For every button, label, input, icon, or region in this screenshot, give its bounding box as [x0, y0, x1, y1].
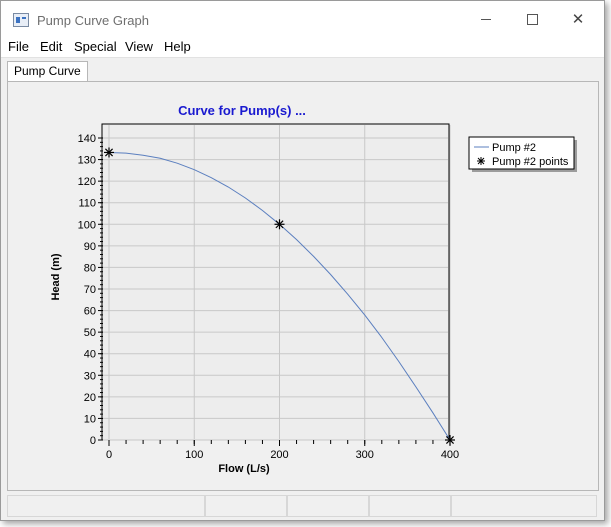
y-tick-label: 10	[84, 413, 96, 425]
x-tick-label: 100	[185, 449, 203, 461]
y-axis-ticks: 0 10 20 30 40 50 60 70 80 90 100 110 120 130 140	[78, 133, 103, 447]
menu-file[interactable]: File	[8, 39, 29, 54]
tab-strip: Pump Curve	[5, 61, 601, 82]
maximize-icon	[526, 13, 538, 25]
pump-curve-chart: Curve for Pump(s) ... 0 10 20 30 40 50 60 70 80 9…	[50, 103, 577, 475]
data-point-marker	[445, 435, 455, 445]
legend-asterisk-icon	[477, 157, 485, 165]
y-tick-label: 20	[84, 392, 96, 404]
y-tick-label: 70	[84, 284, 96, 296]
x-axis-ticks: 0 100 200 300 400	[106, 440, 459, 461]
x-tick-label: 300	[356, 449, 374, 461]
y-tick-label: 90	[84, 241, 96, 253]
data-point-marker	[274, 219, 285, 230]
status-pane-4	[369, 495, 451, 517]
status-bar	[7, 495, 597, 517]
series-layer	[104, 147, 455, 445]
pump-curve-window: Pump Curve Graph ✕ File Edit Special Vie…	[0, 0, 605, 521]
title-bar[interactable]: Pump Curve Graph ✕	[1, 1, 604, 37]
menu-edit[interactable]: Edit	[40, 39, 63, 54]
minimize-icon	[481, 18, 491, 20]
close-button[interactable]: ✕	[555, 1, 601, 37]
x-tick-label: 200	[270, 449, 288, 461]
menu-view[interactable]: View	[125, 39, 153, 54]
y-tick-label: 50	[84, 327, 96, 339]
status-pane-5	[451, 495, 597, 517]
tab-pump-curve[interactable]: Pump Curve	[7, 61, 88, 82]
close-icon: ✕	[571, 10, 585, 28]
data-point-marker	[104, 147, 114, 158]
status-pane-3	[287, 495, 369, 517]
window-title: Pump Curve Graph	[37, 13, 149, 28]
minimize-button[interactable]	[463, 1, 509, 37]
y-tick-label: 80	[84, 262, 96, 274]
tab-panel: Curve for Pump(s) ... 0 10 20 30 40 50 60 70 80 9…	[7, 81, 599, 491]
app-icon	[13, 13, 29, 27]
plot-area	[101, 123, 450, 441]
y-tick-label: 60	[84, 306, 96, 318]
y-tick-label: 30	[84, 370, 96, 382]
y-tick-label: 100	[78, 219, 96, 231]
y-tick-label: 110	[78, 198, 96, 210]
legend: Pump #2 Pump #2 points	[468, 136, 577, 172]
chart-title: Curve for Pump(s) ...	[178, 103, 306, 118]
maximize-button[interactable]	[509, 1, 555, 37]
x-axis-label: Flow (L/s)	[218, 463, 270, 475]
menu-bar: File Edit Special View Help	[1, 37, 604, 58]
y-tick-label: 40	[84, 349, 96, 361]
x-tick-label: 0	[106, 449, 112, 461]
y-tick-label: 130	[78, 155, 96, 167]
legend-item-pump2-points: Pump #2 points	[492, 156, 569, 168]
y-tick-label: 0	[90, 435, 96, 447]
menu-help[interactable]: Help	[164, 39, 191, 54]
x-tick-label: 400	[441, 449, 459, 461]
status-pane-1	[7, 495, 205, 517]
menu-special[interactable]: Special	[74, 39, 117, 54]
legend-item-pump2: Pump #2	[492, 142, 536, 154]
grid-lines	[103, 125, 451, 441]
y-tick-label: 120	[78, 176, 96, 188]
y-tick-label: 140	[78, 133, 96, 145]
y-axis-label: Head (m)	[50, 253, 62, 300]
status-pane-2	[205, 495, 287, 517]
